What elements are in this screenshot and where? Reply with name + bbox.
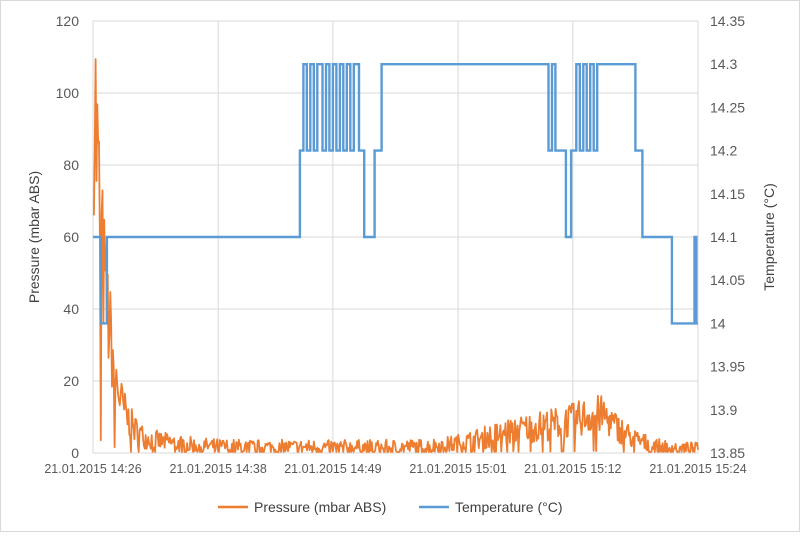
right-tick-label: 14.3 bbox=[710, 56, 737, 72]
right-tick-label: 14 bbox=[710, 315, 726, 331]
right-tick-label: 14.2 bbox=[710, 143, 737, 159]
x-tick-label: 21.01.2015 14:38 bbox=[170, 462, 267, 476]
right-axis-title: Temperature (°C) bbox=[761, 183, 777, 291]
right-tick-label: 13.9 bbox=[710, 402, 737, 418]
right-tick-label: 14.35 bbox=[710, 13, 745, 29]
left-tick-label: 20 bbox=[63, 373, 79, 389]
left-tick-label: 100 bbox=[56, 85, 80, 101]
left-axis-title: Pressure (mbar ABS) bbox=[26, 171, 42, 303]
left-tick-label: 0 bbox=[71, 445, 79, 461]
right-tick-label: 14.25 bbox=[710, 99, 745, 115]
x-tick-label: 21.01.2015 15:24 bbox=[649, 462, 746, 476]
legend-temperature-label: Temperature (°C) bbox=[455, 499, 563, 515]
legend-pressure-label: Pressure (mbar ABS) bbox=[254, 499, 386, 515]
grid bbox=[92, 20, 699, 454]
right-axis-ticks: 13.85 13.9 13.95 14 14.05 14.1 14.15 14.2 14.25 1… bbox=[710, 13, 745, 461]
x-tick-label: 21.01.2015 15:01 bbox=[409, 462, 506, 476]
left-tick-label: 40 bbox=[63, 301, 79, 317]
right-tick-label: 14.15 bbox=[710, 186, 745, 202]
right-tick-label: 14.1 bbox=[710, 229, 737, 245]
x-tick-label: 21.01.2015 15:12 bbox=[524, 462, 621, 476]
x-tick-label: 21.01.2015 14:26 bbox=[44, 462, 141, 476]
left-axis-ticks: 0 20 40 60 80 100 120 bbox=[56, 13, 80, 461]
right-tick-label: 14.05 bbox=[710, 272, 745, 288]
left-tick-label: 60 bbox=[63, 229, 79, 245]
temperature-line bbox=[93, 63, 698, 325]
x-tick-label: 21.01.2015 14:49 bbox=[284, 462, 381, 476]
series bbox=[93, 58, 699, 453]
right-tick-label: 13.85 bbox=[710, 445, 745, 461]
legend: Pressure (mbar ABS) Temperature (°C) bbox=[218, 499, 563, 515]
x-axis-ticks: 21.01.2015 14:26 21.01.2015 14:38 21.01.20… bbox=[44, 462, 746, 476]
left-tick-label: 120 bbox=[56, 13, 80, 29]
right-tick-label: 13.95 bbox=[710, 359, 745, 375]
pressure-line bbox=[93, 58, 699, 453]
left-tick-label: 80 bbox=[63, 157, 79, 173]
